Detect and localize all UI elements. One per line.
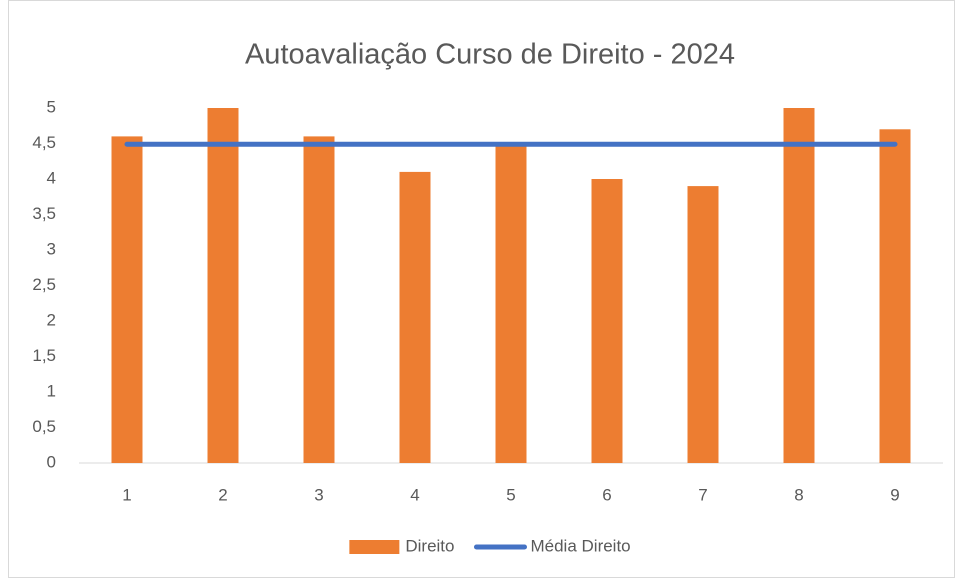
y-tick-label: 4 [47,168,56,187]
y-tick-label: 2,5 [32,275,56,294]
y-tick-label: 5 [47,97,56,116]
bar [783,108,815,463]
bar [207,108,239,463]
bar [591,179,623,463]
bar [879,129,911,464]
x-tick-label: 3 [314,485,323,504]
bar [399,171,431,463]
x-tick-label: 2 [218,485,227,504]
legend-label: Média Direito [530,536,630,555]
y-tick-label: 2 [47,310,56,329]
y-tick-label: 3 [47,239,56,258]
legend-swatch [349,540,400,554]
y-tick-label: 1 [47,381,56,400]
bar [303,136,335,463]
chart-title: Autoavaliação Curso de Direito - 2024 [245,39,735,71]
y-tick-label: 1,5 [32,346,56,365]
x-tick-label: 8 [794,485,803,504]
y-tick-label: 0 [47,452,56,471]
bar [495,143,527,463]
bar [687,186,719,463]
y-tick-label: 0,5 [32,417,56,436]
bar [111,136,143,463]
y-tick-label: 4,5 [32,133,56,152]
x-tick-label: 7 [698,485,707,504]
legend-label: Direito [405,536,454,555]
x-tick-label: 6 [602,485,611,504]
x-tick-label: 9 [890,485,899,504]
y-tick-label: 3,5 [32,204,56,223]
x-tick-label: 5 [506,485,515,504]
x-tick-label: 4 [410,485,419,504]
x-tick-label: 1 [122,485,131,504]
